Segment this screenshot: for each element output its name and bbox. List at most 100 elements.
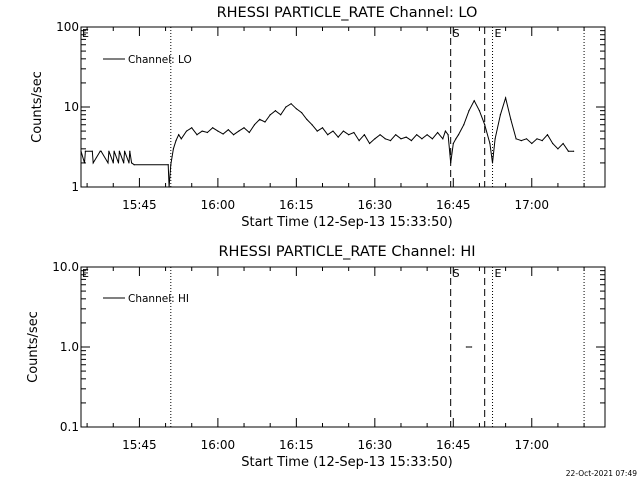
data-point	[452, 142, 454, 145]
data-point	[368, 142, 371, 145]
data-point	[546, 134, 549, 136]
y-tick-label: 10	[64, 100, 79, 114]
x-tick-label: 15:45	[122, 198, 157, 212]
data-point	[311, 124, 313, 126]
event-markers-hi: S EE	[82, 267, 585, 427]
y-tick-label: 0.1	[60, 420, 79, 434]
data-point	[172, 148, 175, 150]
data-point	[99, 150, 101, 152]
data-point	[253, 124, 256, 126]
data-point	[217, 130, 219, 132]
data-point	[238, 130, 240, 132]
data-point	[557, 148, 559, 150]
data-point	[290, 103, 292, 105]
event-markers-lo: S EE	[82, 27, 585, 187]
chart-title-lo: RHESSI PARTICLE_RATE Channel: LO	[217, 5, 478, 21]
data-point	[525, 138, 528, 140]
plot-area-lo: 15:45 16:00 16:15 16:30 16:45 17:00 1 10 100	[56, 20, 606, 212]
data-point	[567, 150, 569, 152]
data-point	[316, 130, 318, 132]
data-point	[100, 150, 102, 152]
data-point	[473, 100, 475, 102]
x-tick-label: 16:45	[436, 438, 471, 452]
corner-label: E	[82, 267, 89, 280]
x-tick-label: 17:00	[514, 198, 549, 212]
data-point	[489, 142, 491, 145]
data-point	[457, 134, 460, 136]
data-point	[196, 134, 198, 136]
data-point	[384, 138, 386, 140]
data-point	[206, 131, 209, 134]
event-marker-label: E	[495, 267, 502, 280]
data-point	[531, 142, 533, 145]
data-point	[465, 346, 467, 348]
data-point	[494, 138, 496, 140]
data-point	[405, 136, 407, 138]
y-tick-label: 1	[71, 180, 79, 194]
data-point	[112, 162, 114, 164]
y-axis-label-lo: Counts/sec	[30, 71, 45, 143]
data-point	[108, 150, 110, 152]
data-point	[400, 138, 402, 140]
data-point	[363, 134, 365, 136]
data-point	[426, 134, 428, 136]
panel-hi: RHESSI PARTICLE_RATE Channel: HI Counts/…	[26, 244, 606, 470]
event-marker-label: S	[453, 267, 460, 280]
data-point	[300, 112, 303, 114]
data-point	[212, 127, 214, 129]
data-point	[410, 140, 413, 142]
data-point	[342, 130, 345, 132]
data-point	[201, 130, 203, 132]
x-tick-label: 15:45	[122, 438, 157, 452]
data-point	[123, 150, 126, 152]
data-point	[348, 134, 350, 136]
data-point	[92, 162, 94, 164]
data-point	[295, 108, 297, 110]
data-point	[353, 131, 355, 134]
data-point	[505, 97, 507, 99]
data-point	[243, 127, 245, 129]
data-point	[327, 134, 329, 136]
series-line	[80, 96, 574, 188]
data-point	[471, 346, 473, 348]
plot-frame	[80, 26, 606, 188]
data-point	[117, 162, 120, 164]
x-axis-label-lo: Start Time (12-Sep-13 15:33:50)	[241, 215, 452, 230]
legend-hi: Channel: HI	[103, 293, 189, 305]
data-point	[463, 124, 465, 126]
data-point	[175, 140, 177, 142]
data-point	[123, 162, 125, 164]
data-point	[395, 134, 397, 136]
data-point	[421, 138, 423, 140]
data-point	[185, 130, 188, 132]
data-point	[128, 162, 130, 164]
data-point	[447, 134, 449, 136]
legend-lo: Channel: LO	[103, 54, 192, 66]
data-point	[83, 162, 86, 164]
data-point	[541, 140, 543, 142]
data-point	[129, 150, 131, 152]
y-tick-label: 1.0	[60, 340, 79, 354]
data-point	[259, 118, 261, 120]
data-point	[499, 114, 501, 116]
data-point	[552, 142, 554, 145]
data-point	[91, 150, 93, 152]
data-point	[379, 134, 381, 136]
x-tick-label: 16:15	[279, 438, 314, 452]
y-axis-label-hi: Counts/sec	[26, 311, 41, 383]
y-tick-label: 100	[56, 20, 79, 34]
panel-lo: RHESSI PARTICLE_RATE Channel: LO Counts/…	[30, 5, 606, 230]
data-point	[130, 162, 133, 164]
data-point	[321, 127, 324, 129]
data-point	[337, 136, 339, 138]
data-point	[280, 114, 282, 116]
data-point	[191, 127, 193, 129]
data-point	[358, 140, 360, 142]
data-point	[248, 131, 250, 134]
data-point	[478, 110, 481, 112]
event-marker-label: E	[495, 27, 502, 40]
event-marker-label: S	[453, 27, 460, 40]
data-point	[374, 138, 376, 140]
data-point	[180, 138, 182, 140]
legend-label-hi: Channel: HI	[128, 293, 189, 305]
